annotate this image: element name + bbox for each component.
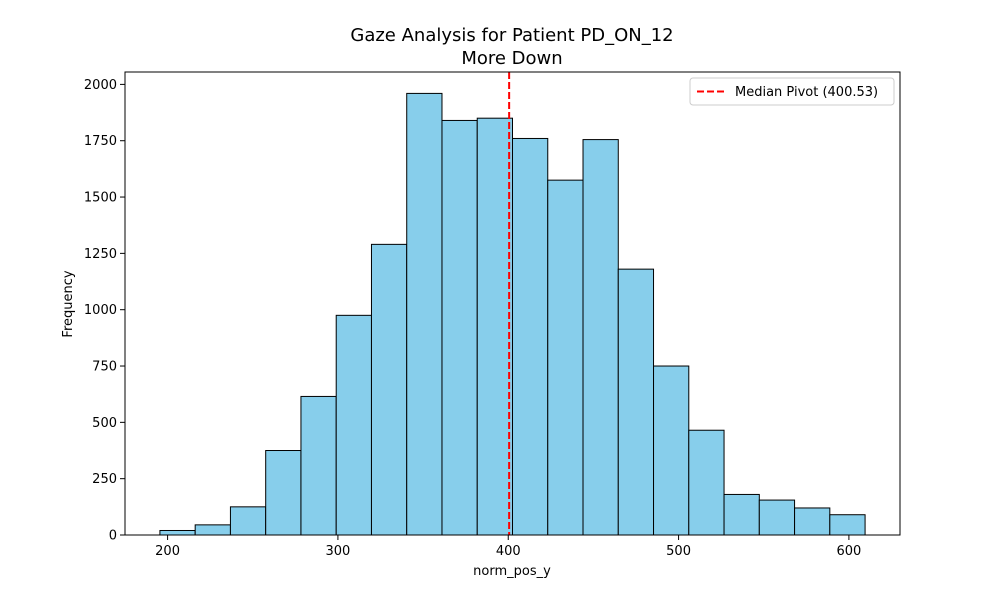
histogram-bar bbox=[476, 117, 514, 536]
legend-label: Median Pivot (400.53) bbox=[735, 85, 878, 100]
histogram-bar bbox=[406, 92, 443, 536]
histogram-bar bbox=[617, 268, 655, 536]
histogram-bar bbox=[582, 139, 619, 536]
ticks-layer: 200 300 400 500 600 0 250 500 750 1000 1250 1500 175… bbox=[84, 78, 861, 559]
x-tick-label: 500 bbox=[666, 544, 691, 559]
x-tick-label: 200 bbox=[155, 544, 180, 559]
histogram-bar bbox=[547, 179, 584, 536]
x-tick-label: 600 bbox=[836, 544, 861, 559]
x-axis-label: norm_pos_y bbox=[473, 564, 551, 579]
histogram-bar bbox=[758, 499, 796, 536]
y-tick-label: 1250 bbox=[84, 247, 117, 262]
legend-box bbox=[689, 77, 895, 106]
y-tick-label: 0 bbox=[109, 529, 117, 544]
histogram-bar bbox=[370, 243, 408, 536]
chart-subtitle: More Down bbox=[461, 48, 562, 69]
bars-layer bbox=[159, 92, 866, 536]
histogram-bar bbox=[829, 514, 866, 536]
histogram-bar bbox=[265, 450, 302, 536]
y-tick-label: 500 bbox=[92, 416, 117, 431]
y-tick-label: 2000 bbox=[84, 78, 117, 93]
axes-layer bbox=[124, 71, 901, 536]
histogram-bar bbox=[300, 395, 337, 536]
y-tick-label: 250 bbox=[92, 472, 117, 487]
y-tick-label: 1000 bbox=[84, 303, 117, 318]
histogram-bar bbox=[335, 314, 372, 536]
legend: Median Pivot (400.53) bbox=[689, 77, 895, 106]
plot-area-frame bbox=[124, 71, 901, 536]
histogram-bar bbox=[229, 506, 267, 536]
chart-title: Gaze Analysis for Patient PD_ON_12 bbox=[350, 25, 673, 46]
histogram-bar bbox=[723, 493, 760, 536]
y-axis-label: Frequency bbox=[61, 270, 76, 337]
histogram-bar bbox=[159, 529, 196, 536]
histogram-bar bbox=[653, 365, 690, 536]
y-tick-label: 1500 bbox=[84, 191, 117, 206]
y-tick-label: 1750 bbox=[84, 134, 117, 149]
histogram-bar bbox=[688, 429, 725, 536]
histogram-bar bbox=[512, 137, 549, 536]
histogram-bar bbox=[194, 524, 231, 536]
x-tick-label: 300 bbox=[325, 544, 350, 559]
histogram-bar bbox=[441, 119, 478, 536]
histogram-bar bbox=[794, 507, 831, 536]
y-tick-label: 750 bbox=[92, 360, 117, 375]
x-tick-label: 400 bbox=[496, 544, 521, 559]
